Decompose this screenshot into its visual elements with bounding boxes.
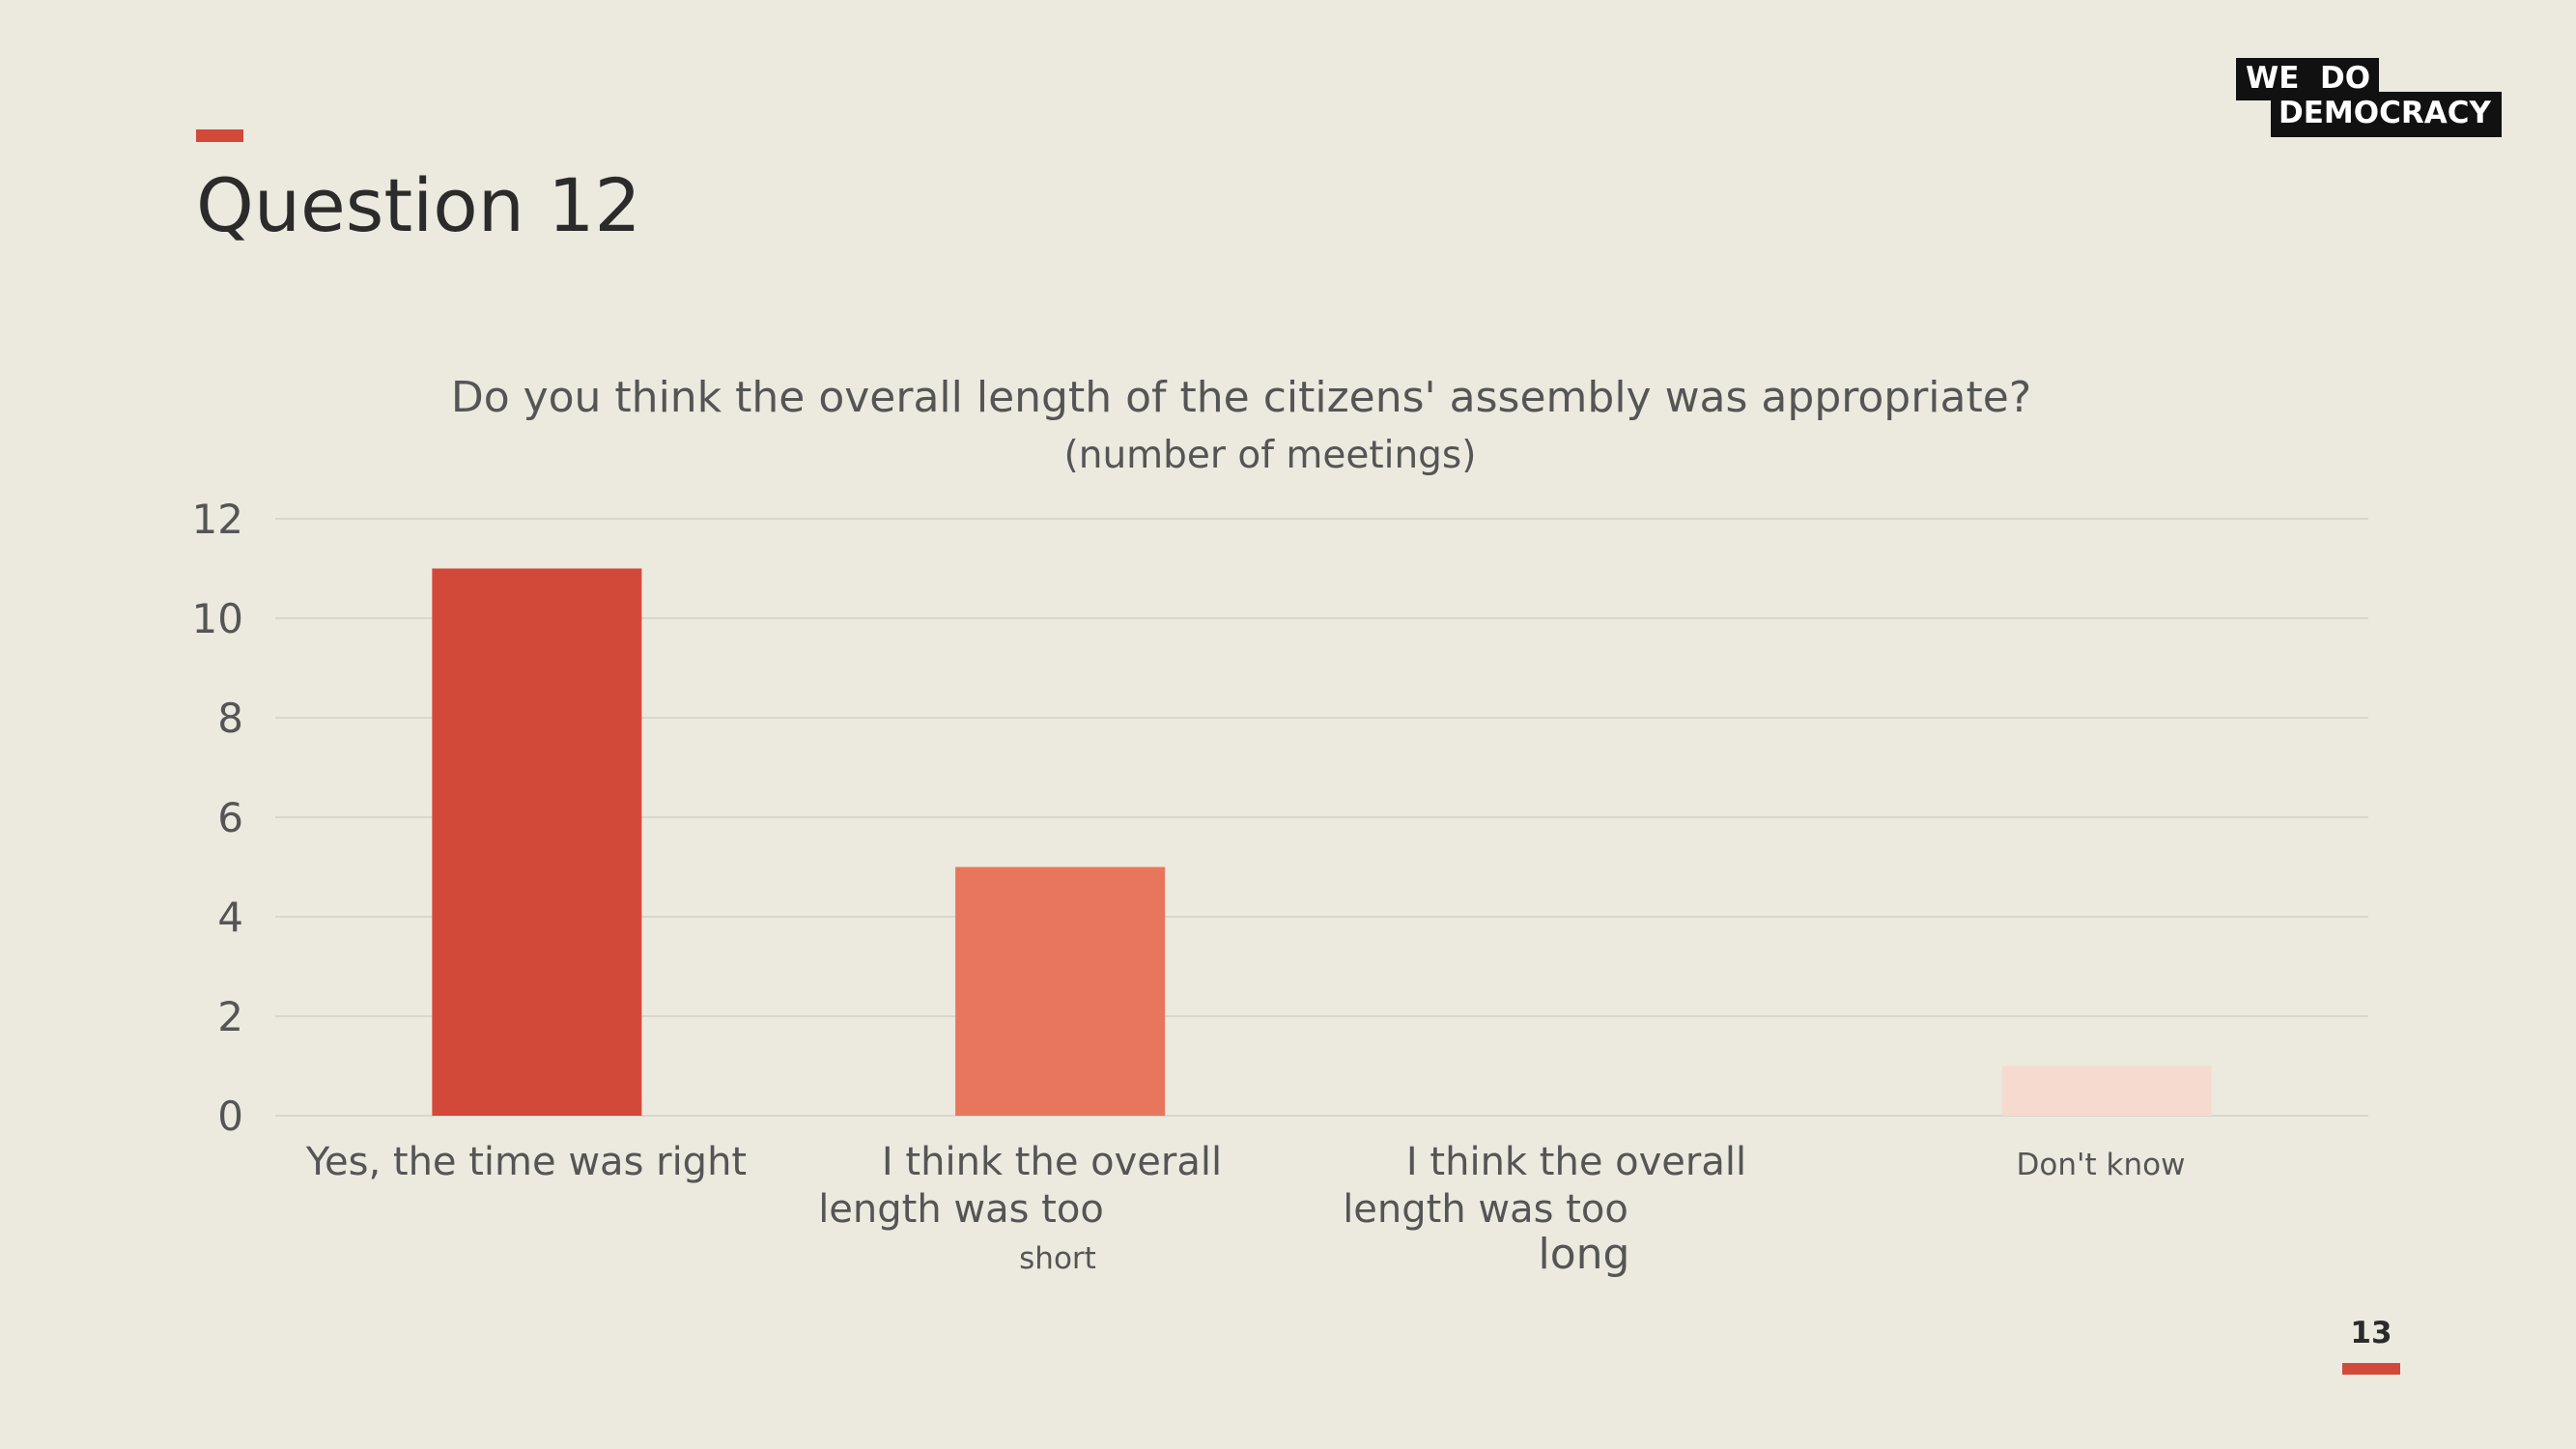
x-category-label: Don't know bbox=[2017, 1148, 2186, 1182]
y-tick-label: 0 bbox=[217, 1093, 243, 1140]
x-category-label: I think the overall bbox=[882, 1140, 1222, 1184]
page-accent-bar bbox=[2342, 1363, 2400, 1375]
x-category-label: long bbox=[1539, 1230, 1630, 1279]
x-category-label: length was too bbox=[1343, 1187, 1628, 1232]
y-tick-label: 8 bbox=[217, 695, 243, 742]
x-category-label: short bbox=[1019, 1241, 1096, 1276]
y-tick-label: 10 bbox=[192, 595, 243, 642]
page-number: 13 bbox=[2350, 1316, 2392, 1350]
we-do-democracy-logo: WE DO DEMOCRACY bbox=[2236, 58, 2502, 137]
x-category-label: Yes, the time was right bbox=[305, 1140, 747, 1184]
y-tick-label: 4 bbox=[217, 894, 243, 941]
x-category-label: I think the overall bbox=[1406, 1140, 1746, 1184]
bar bbox=[955, 867, 1166, 1116]
title-accent-bar bbox=[196, 129, 243, 142]
x-category-label: length was too bbox=[818, 1187, 1104, 1232]
page-title: Question 12 bbox=[196, 162, 641, 248]
y-tick-label: 12 bbox=[192, 496, 243, 543]
y-tick-label: 6 bbox=[217, 794, 243, 841]
chart-title: Do you think the overall length of the c… bbox=[451, 373, 2031, 422]
logo-line-2: DEMOCRACY bbox=[2271, 92, 2502, 137]
bar bbox=[432, 568, 642, 1116]
y-tick-label: 2 bbox=[217, 993, 243, 1040]
chart-subtitle: (number of meetings) bbox=[1064, 434, 1477, 477]
bar bbox=[2001, 1065, 2212, 1116]
